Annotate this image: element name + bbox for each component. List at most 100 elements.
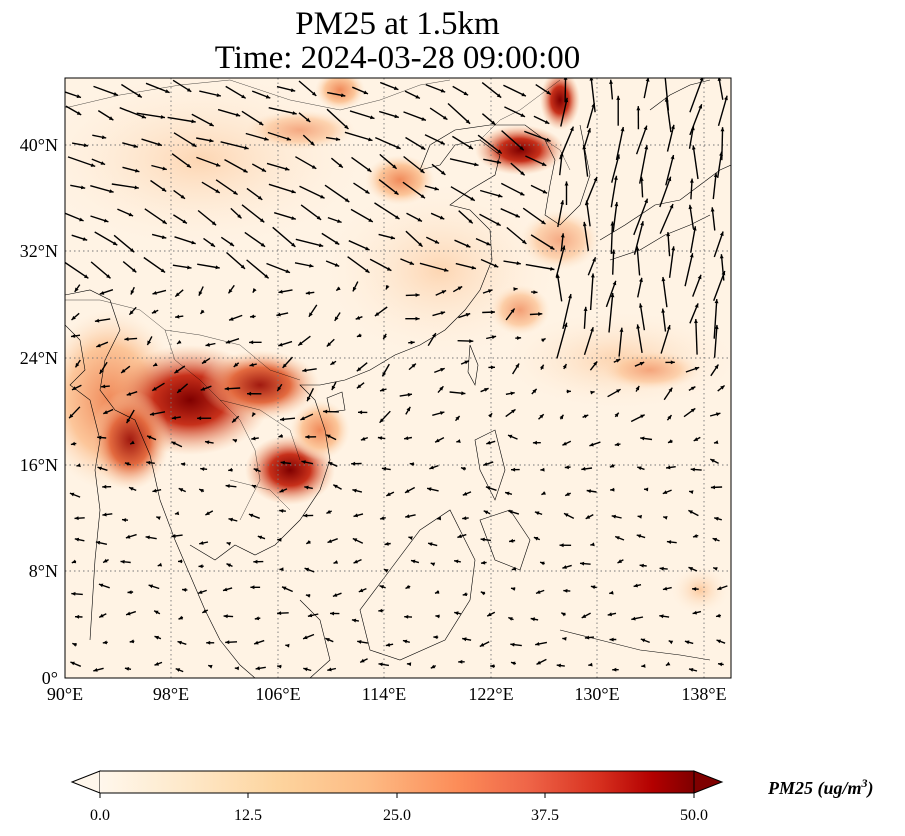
- x-tick-label: 122°E: [468, 684, 513, 704]
- wind-vector-shaft: [419, 262, 449, 272]
- wind-vector-head: [510, 391, 515, 396]
- y-tick-label: 16°N: [20, 455, 58, 475]
- wind-vector-head: [396, 145, 401, 149]
- wind-vector-head: [326, 342, 332, 347]
- wind-vector-head: [480, 537, 485, 542]
- wind-vector-head: [130, 290, 135, 295]
- wind-vector-head: [564, 465, 569, 470]
- wind-vector-head: [712, 537, 718, 542]
- wind-vector-shaft: [167, 116, 196, 123]
- wind-vector-head: [609, 463, 615, 468]
- wind-vector-head: [228, 289, 233, 294]
- wind-vector-shaft: [173, 132, 197, 148]
- wind-vector-head: [587, 128, 591, 133]
- wind-vector-shaft: [612, 249, 615, 275]
- wind-vector-head: [699, 78, 704, 82]
- wind-vector-shaft: [65, 261, 89, 279]
- wind-vector-head: [724, 95, 728, 101]
- wind-vector-head: [323, 409, 328, 414]
- wind-vector-head: [199, 541, 204, 545]
- wind-vector-head: [640, 221, 644, 226]
- wind-vector-head: [247, 391, 252, 396]
- wind-vector-head: [716, 613, 721, 618]
- wind-vector-head: [298, 341, 303, 346]
- wind-vector-shaft: [668, 246, 675, 278]
- wind-vector-shaft: [119, 107, 147, 119]
- wind-vector-head: [481, 560, 486, 565]
- wind-vector-head: [279, 567, 284, 572]
- wind-vector-head: [435, 590, 440, 594]
- wind-vector-shaft: [111, 183, 139, 189]
- wind-vector-head: [380, 516, 385, 520]
- y-axis-ticks: 0° 8°N 16°N 24°N 32°N 40°N: [20, 135, 58, 688]
- wind-vector-shaft: [403, 155, 425, 174]
- wind-vector-head: [430, 562, 436, 567]
- wind-vector-head: [307, 613, 313, 618]
- wind-vector-head: [304, 567, 310, 572]
- wind-vector-head: [456, 439, 461, 443]
- wind-vector-shaft: [144, 208, 168, 225]
- wind-vector-head: [334, 240, 340, 245]
- wind-vector-head: [134, 185, 139, 190]
- wind-vector-shaft: [246, 259, 270, 279]
- wind-vector-head: [562, 565, 567, 569]
- wind-vector-head: [70, 661, 75, 666]
- wind-vector-shaft: [449, 158, 479, 166]
- wind-vector-head: [284, 166, 290, 171]
- wind-vector-head: [693, 437, 699, 441]
- wind-vector-shaft: [344, 131, 373, 142]
- wind-vector-head: [75, 362, 80, 368]
- wind-vector-shaft: [349, 110, 375, 120]
- wind-vector-shaft: [94, 231, 118, 246]
- wind-vector-head: [714, 299, 719, 304]
- wind-vector-head: [224, 386, 229, 391]
- wind-vector-shaft: [524, 130, 551, 142]
- wind-vector-head: [200, 467, 205, 471]
- wind-vector-head: [303, 513, 308, 518]
- wind-vector-head: [556, 273, 560, 279]
- wind-vector-head: [76, 94, 81, 98]
- wind-vector-shaft: [477, 134, 503, 155]
- wind-vector-shaft: [636, 324, 643, 354]
- wind-vector-head: [714, 324, 719, 330]
- wind-vector-head: [583, 306, 588, 311]
- wind-vector-head: [249, 340, 254, 345]
- wind-vector-head: [156, 516, 161, 521]
- wind-vector-head: [208, 664, 213, 669]
- wind-vector-head: [382, 372, 387, 377]
- wind-vector-head: [97, 466, 102, 471]
- wind-vector-head: [102, 640, 107, 645]
- wind-vector-head: [590, 273, 595, 278]
- wind-vector-head: [455, 416, 460, 421]
- wind-vector-head: [663, 72, 667, 76]
- wind-vector-head: [593, 176, 598, 182]
- wind-vector-head: [457, 534, 462, 538]
- wind-vector-head: [639, 176, 644, 181]
- wind-vector-head: [434, 186, 439, 191]
- wind-vector-shaft: [67, 156, 96, 168]
- wind-vector-shaft: [712, 172, 717, 200]
- wind-vector-head: [277, 664, 282, 669]
- wind-vector-head: [384, 541, 389, 546]
- wind-vector-head: [721, 271, 726, 276]
- wind-vector-shaft: [690, 226, 697, 253]
- wind-vector-head: [710, 459, 715, 463]
- wind-vector-head: [126, 611, 131, 616]
- wind-vector-shaft: [586, 102, 595, 129]
- wind-vector-head: [197, 416, 202, 421]
- wind-vector-shaft: [503, 84, 527, 97]
- wind-vector-head: [165, 89, 170, 93]
- wind-vector-head: [662, 586, 668, 591]
- wind-vector-head: [175, 292, 180, 297]
- wind-vector-head: [200, 387, 206, 391]
- wind-vector-shaft: [556, 322, 568, 359]
- wind-vector-shaft: [583, 145, 589, 177]
- wind-vector-head: [147, 435, 152, 440]
- wind-vector-head: [215, 162, 221, 167]
- wind-vector-head: [384, 569, 389, 573]
- wind-vector-shaft: [295, 238, 324, 247]
- wind-vector-head: [490, 310, 495, 315]
- wind-vector-head: [644, 487, 649, 492]
- wind-vector-head: [325, 638, 330, 642]
- wind-vector-head: [619, 327, 624, 332]
